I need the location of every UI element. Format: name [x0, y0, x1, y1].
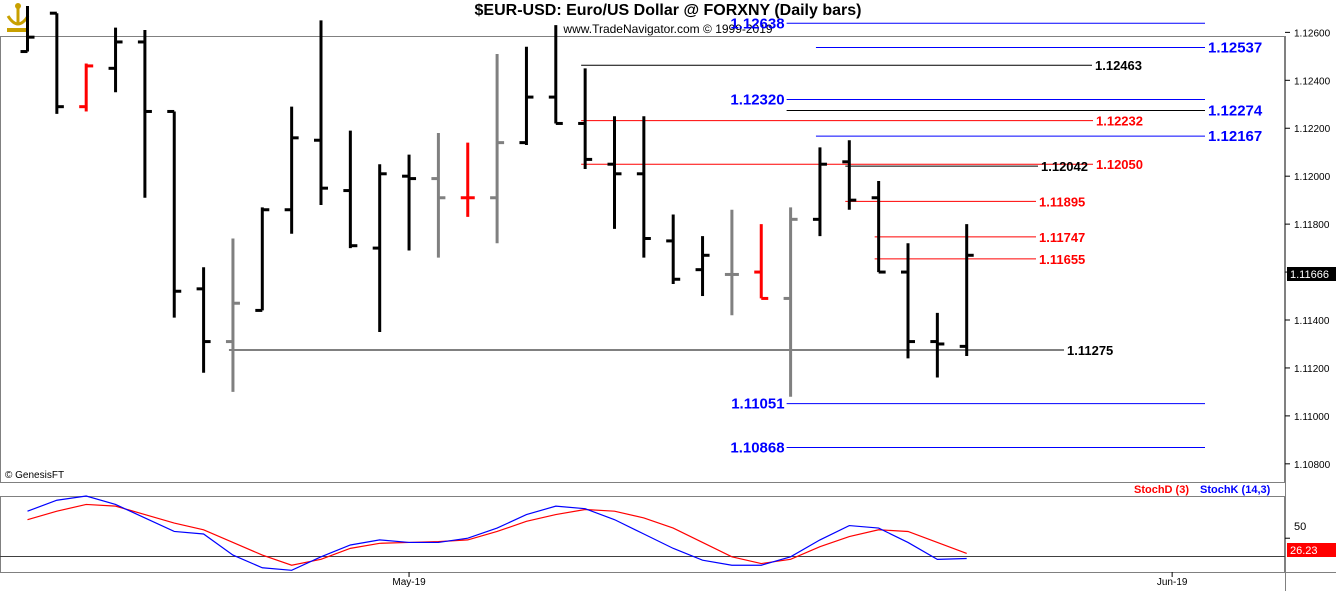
ohlc-bar: [460, 142, 475, 217]
ohlc-bar: [578, 68, 593, 169]
last-price-label: 1.11666: [1290, 269, 1329, 281]
copyright-label: © GenesisFT: [5, 470, 64, 481]
legend-stoch-k: StochK (14,3): [1200, 484, 1271, 496]
ohlc-bar: [666, 214, 681, 285]
ohlc-bar: [343, 130, 358, 249]
price-axis: 1.108001.110001.112001.114001.116001.118…: [1285, 28, 1331, 471]
ohlc-bar: [108, 27, 123, 93]
level-label: 1.11747: [1039, 230, 1085, 245]
level-label: 1.11051: [731, 396, 784, 413]
ohlc-bar: [402, 154, 417, 251]
ohlc-bar: [959, 224, 974, 356]
price-tick-label: 1.11000: [1294, 412, 1330, 423]
level-label: 1.12050: [1096, 157, 1143, 172]
last-price-box: [1287, 267, 1336, 281]
chart-header: $EUR-USD: Euro/US Dollar @ FORXNY (Daily…: [0, 0, 1336, 36]
time-axis: May-19 Jun-19: [392, 572, 1188, 588]
ohlc-bar: [636, 116, 651, 258]
ohlc-bar: [930, 312, 945, 378]
ohlc-bar: [79, 63, 94, 112]
ohlc-bar: [519, 46, 534, 146]
stoch-d-line: [27, 503, 967, 566]
price-tick-label: 1.11800: [1294, 220, 1330, 231]
ohlc-bar: [842, 140, 857, 210]
legend-stoch-d: StochD (3): [1134, 484, 1189, 496]
chart-title: $EUR-USD: Euro/US Dollar @ FORXNY (Daily…: [474, 2, 862, 19]
ohlc-bar: [137, 29, 152, 198]
level-label: 1.12463: [1095, 58, 1142, 73]
level-label: 1.11895: [1039, 194, 1085, 209]
price-tick-label: 1.12600: [1294, 28, 1331, 39]
ohlc-bar: [490, 53, 505, 244]
stoch-tick-50: 50: [1294, 521, 1306, 533]
time-tick-label: May-19: [392, 577, 426, 588]
stoch-value-label: 26.23: [1290, 545, 1318, 557]
price-panel-frame: [0, 36, 1285, 483]
price-tick-label: 1.10800: [1294, 460, 1331, 471]
level-label: 1.11275: [1067, 343, 1113, 358]
level-label: 1.12232: [1096, 114, 1143, 129]
stoch-k-line: [27, 495, 967, 571]
ohlc-bar: [167, 109, 182, 318]
price-tick-label: 1.11400: [1294, 316, 1330, 327]
ohlc-bar: [901, 243, 915, 359]
ohlc-bar: [284, 106, 299, 234]
level-label: 1.12274: [1208, 103, 1263, 120]
ohlc-bar: [695, 236, 710, 297]
ohlc-bar: [724, 209, 739, 316]
ohlc-bars: [20, 6, 974, 397]
time-tick-label: Jun-19: [1157, 577, 1188, 588]
ohlc-bar: [372, 164, 387, 332]
price-tick-label: 1.12000: [1294, 172, 1331, 183]
stoch-panel-frame: [0, 496, 1285, 573]
price-tick-label: 1.12200: [1294, 124, 1331, 135]
ohlc-bar: [754, 224, 769, 300]
level-label: 1.12320: [730, 91, 784, 108]
ohlc-bar: [255, 207, 270, 312]
price-tick-label: 1.12400: [1294, 76, 1331, 87]
ohlc-bar: [548, 25, 563, 125]
level-label: 1.10868: [730, 440, 784, 457]
level-label: 1.12638: [730, 15, 784, 32]
stoch-value-box: [1287, 543, 1336, 557]
ohlc-bar: [783, 207, 798, 397]
ohlc-bar: [20, 6, 35, 54]
price-tick-label: 1.11200: [1294, 364, 1330, 375]
stochastic-lines: [27, 495, 1290, 571]
ohlc-bar: [812, 147, 827, 237]
level-label: 1.12042: [1041, 159, 1088, 174]
ohlc-bar: [314, 20, 328, 205]
chart-subtitle: www.TradeNavigator.com © 1999-2019: [563, 22, 773, 36]
ohlc-bar: [49, 11, 64, 114]
level-label: 1.12537: [1208, 39, 1262, 56]
ohlc-bar: [196, 267, 211, 373]
ohlc-bar: [431, 133, 446, 258]
level-label: 1.11655: [1039, 252, 1085, 267]
ohlc-bar: [871, 180, 886, 274]
ohlc-bar: [225, 238, 240, 392]
ohlc-bar: [607, 116, 622, 229]
price-levels: 1.12638 1.12537 1.12463 1.12320 1.12274 1.122…: [228, 15, 1263, 457]
level-label: 1.12167: [1208, 128, 1262, 145]
